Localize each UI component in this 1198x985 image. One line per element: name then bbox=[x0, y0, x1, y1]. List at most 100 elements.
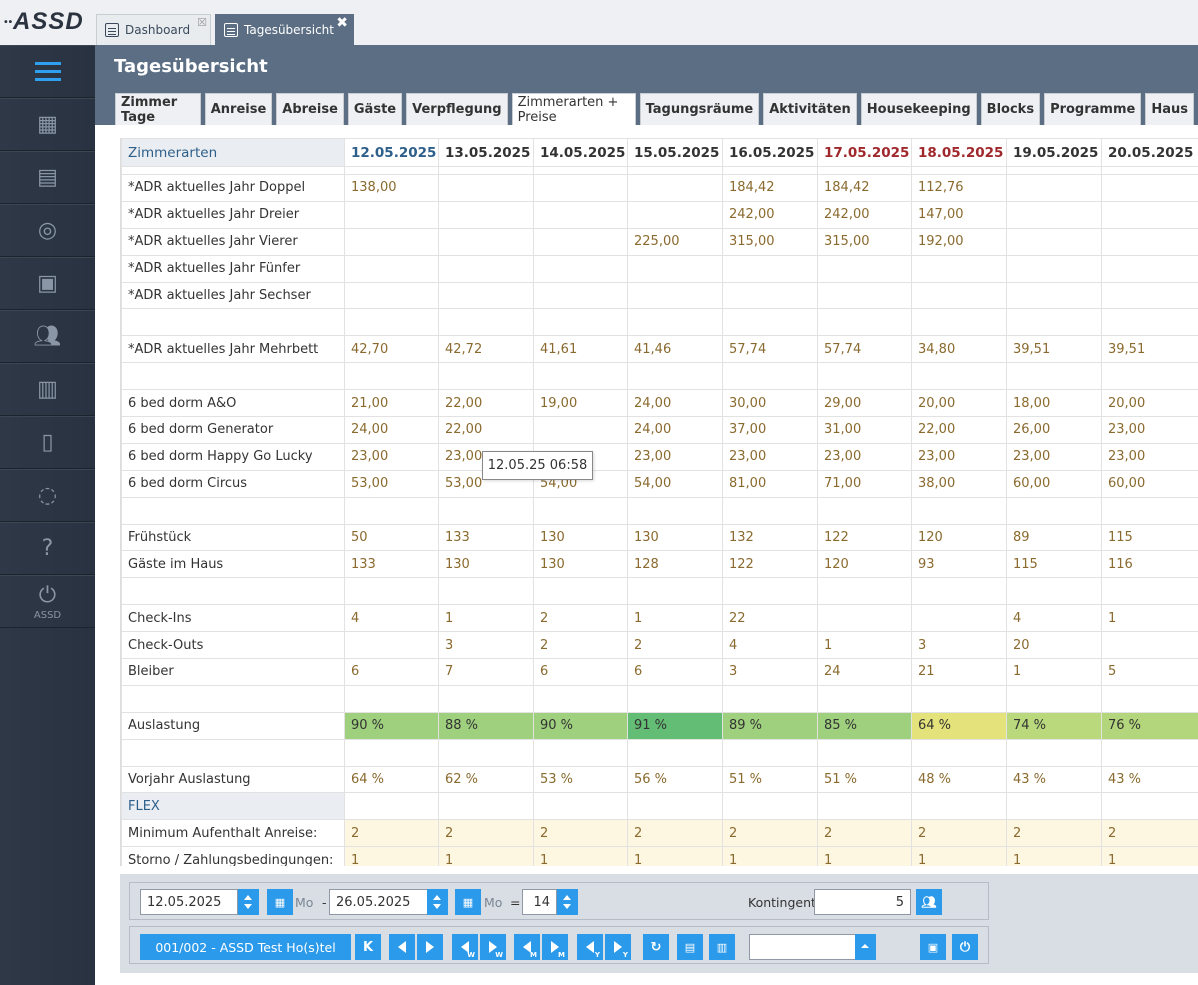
grid-cell[interactable] bbox=[438, 496, 534, 525]
date-to-stepper[interactable] bbox=[427, 889, 448, 915]
grid-cell[interactable]: 1 bbox=[817, 846, 912, 866]
grid-cell[interactable]: 116 bbox=[1101, 550, 1198, 579]
grid-cell[interactable] bbox=[817, 281, 912, 310]
grid-cell[interactable]: 2 bbox=[1101, 819, 1198, 848]
grid-cell[interactable]: 4 bbox=[722, 631, 818, 660]
next-year-button[interactable]: Y bbox=[605, 934, 631, 960]
grid-cell[interactable]: 130 bbox=[533, 550, 628, 579]
grid-cell[interactable]: 50 bbox=[344, 523, 439, 552]
grid-cell[interactable]: 88 % bbox=[438, 711, 534, 740]
grid-cell[interactable]: 42,72 bbox=[438, 335, 534, 364]
grid-cell[interactable]: 2 bbox=[533, 819, 628, 848]
grid-header-date[interactable]: 17.05.2025 bbox=[817, 138, 912, 167]
grid-cell[interactable] bbox=[533, 577, 628, 606]
prev-month-button[interactable]: M bbox=[514, 934, 540, 960]
tab-abreise[interactable]: Abreise bbox=[276, 93, 344, 125]
grid-cell[interactable] bbox=[344, 684, 439, 713]
grid-cell[interactable] bbox=[911, 738, 1007, 767]
grid-cell[interactable]: 120 bbox=[817, 550, 912, 579]
grid-cell[interactable] bbox=[1006, 227, 1102, 256]
grid-cell[interactable]: 56 % bbox=[627, 765, 723, 794]
grid-cell[interactable]: 225,00 bbox=[627, 227, 723, 256]
grid-cell[interactable] bbox=[817, 684, 912, 713]
grid-cell[interactable]: 89 bbox=[1006, 523, 1102, 552]
close-icon[interactable]: ✖ bbox=[336, 15, 348, 31]
grid-cell[interactable]: 138,00 bbox=[344, 174, 439, 202]
grid-cell[interactable] bbox=[344, 281, 439, 310]
sidebar-item-chat[interactable]: ◌ bbox=[0, 469, 95, 522]
date-to-input[interactable]: 26.05.2025 bbox=[329, 889, 428, 915]
grid-cell[interactable]: 1 bbox=[627, 604, 723, 633]
grid-cell[interactable] bbox=[533, 684, 628, 713]
close-icon[interactable]: ☒ bbox=[197, 16, 207, 29]
grid-cell[interactable]: 4 bbox=[344, 604, 439, 633]
grid-cell[interactable]: 7 bbox=[438, 658, 534, 686]
grid-cell[interactable]: 3 bbox=[911, 631, 1007, 660]
users-button[interactable]: 👥︎ bbox=[916, 889, 942, 915]
grid-cell[interactable] bbox=[817, 792, 912, 821]
grid-cell[interactable] bbox=[533, 281, 628, 310]
grid-cell[interactable]: 29,00 bbox=[817, 389, 912, 418]
grid-cell[interactable]: 37,00 bbox=[722, 416, 818, 444]
grid-header-date[interactable]: 18.05.2025 bbox=[911, 138, 1007, 167]
prev-year-button[interactable]: Y bbox=[577, 934, 603, 960]
tab-zimmerarten-preise[interactable]: Zimmerarten + Preise bbox=[511, 93, 636, 126]
grid-cell[interactable]: 133 bbox=[438, 523, 534, 552]
grid-cell[interactable]: 76 % bbox=[1101, 711, 1198, 740]
export-button[interactable]: ▥ bbox=[709, 934, 735, 960]
grid-cell[interactable]: 242,00 bbox=[817, 200, 912, 229]
grid-cell[interactable]: 2 bbox=[911, 819, 1007, 848]
grid-cell[interactable] bbox=[344, 254, 439, 283]
grid-cell[interactable]: 20,00 bbox=[911, 389, 1007, 418]
grid-cell[interactable] bbox=[533, 362, 628, 391]
grid-header-date[interactable]: 20.05.2025 bbox=[1101, 138, 1198, 167]
grid-cell[interactable] bbox=[344, 738, 439, 767]
grid-cell[interactable] bbox=[817, 254, 912, 283]
grid-header-date[interactable]: 19.05.2025 bbox=[1006, 138, 1102, 167]
grid-cell[interactable]: 23,00 bbox=[817, 442, 912, 471]
grid-cell[interactable]: 1 bbox=[438, 846, 534, 866]
sidebar-item-calendar[interactable]: ▦ bbox=[0, 98, 95, 151]
grid-cell[interactable] bbox=[911, 362, 1007, 391]
grid-cell[interactable] bbox=[1101, 308, 1198, 337]
grid-cell[interactable]: 4 bbox=[1006, 604, 1102, 633]
grid-cell[interactable]: 19,00 bbox=[533, 389, 628, 418]
grid-cell[interactable]: 128 bbox=[627, 550, 723, 579]
grid-cell[interactable] bbox=[627, 577, 723, 606]
grid-cell[interactable]: 2 bbox=[533, 631, 628, 660]
print-button[interactable]: ▤ bbox=[677, 934, 703, 960]
grid-cell[interactable] bbox=[344, 362, 439, 391]
grid-cell[interactable]: 90 % bbox=[533, 711, 628, 740]
grid-cell[interactable] bbox=[722, 496, 818, 525]
grid-cell[interactable]: 2 bbox=[1006, 819, 1102, 848]
grid-cell[interactable]: 64 % bbox=[911, 711, 1007, 740]
sidebar-item-power[interactable]: ⏻ ASSD bbox=[0, 575, 95, 628]
grid-cell[interactable] bbox=[533, 174, 628, 202]
grid-cell[interactable] bbox=[722, 792, 818, 821]
grid-cell[interactable] bbox=[1101, 227, 1198, 256]
grid-cell[interactable] bbox=[438, 254, 534, 283]
grid-cell[interactable]: 1 bbox=[1101, 604, 1198, 633]
grid-cell[interactable]: 38,00 bbox=[911, 469, 1007, 498]
grid-cell[interactable] bbox=[722, 308, 818, 337]
tab-blocks[interactable]: Blocks bbox=[980, 93, 1041, 125]
suitcase-button[interactable]: ▣ bbox=[920, 934, 946, 960]
grid-cell[interactable] bbox=[1006, 496, 1102, 525]
grid-cell[interactable] bbox=[1006, 174, 1102, 202]
grid-cell[interactable] bbox=[1101, 362, 1198, 391]
next-month-button[interactable]: M bbox=[542, 934, 568, 960]
grid-cell[interactable] bbox=[817, 577, 912, 606]
grid-cell[interactable]: 51 % bbox=[817, 765, 912, 794]
grid-cell[interactable] bbox=[1101, 738, 1198, 767]
grid-cell[interactable]: 93 bbox=[911, 550, 1007, 579]
grid-cell[interactable]: 115 bbox=[1101, 523, 1198, 552]
grid-cell[interactable]: 3 bbox=[722, 658, 818, 686]
grid-cell[interactable]: 21 bbox=[911, 658, 1007, 686]
grid-header-date[interactable]: 12.05.2025 bbox=[344, 138, 439, 167]
grid-cell[interactable]: 30,00 bbox=[722, 389, 818, 418]
grid-cell[interactable]: 57,74 bbox=[817, 335, 912, 364]
grid-cell[interactable] bbox=[627, 254, 723, 283]
calendar-to-button[interactable]: ▦ bbox=[455, 889, 481, 915]
grid-cell[interactable]: 1 bbox=[817, 631, 912, 660]
grid-cell[interactable] bbox=[911, 281, 1007, 310]
